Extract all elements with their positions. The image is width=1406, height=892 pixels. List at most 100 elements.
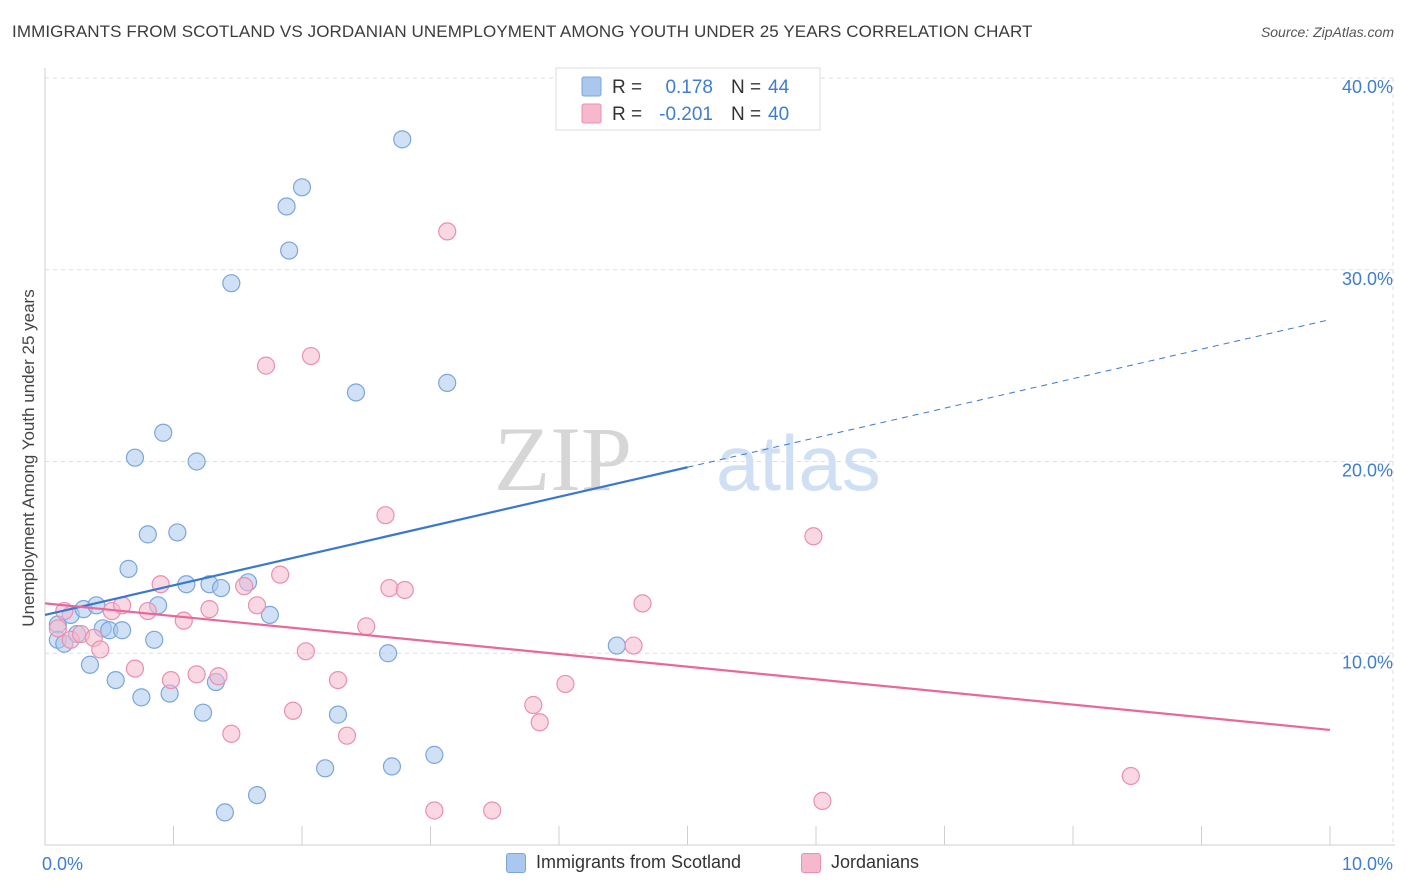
trend-line-scotland — [44, 466, 688, 616]
point-scotland-23 — [193, 703, 213, 722]
point-scotland-43 — [607, 636, 626, 655]
point-scotland-34 — [292, 178, 312, 197]
point-jordanians-16 — [222, 724, 241, 743]
point-jordanians-34 — [530, 713, 549, 732]
point-scotland-36 — [328, 705, 348, 724]
point-jordanians-18 — [247, 596, 267, 615]
point-scotland-20 — [168, 523, 187, 542]
watermark-zip: ZIP — [494, 408, 632, 510]
point-jordanians-23 — [301, 346, 321, 366]
point-jordanians-19 — [256, 356, 276, 375]
point-scotland-32 — [277, 197, 296, 216]
point-scotland-41 — [425, 745, 444, 764]
stats-legend: R = 0.178 N = 44 R = -0.201 N = 40 — [555, 67, 821, 131]
point-jordanians-8 — [125, 659, 145, 678]
point-scotland-28 — [222, 274, 241, 293]
point-scotland-38 — [378, 644, 398, 663]
point-jordanians-9 — [138, 601, 157, 621]
tick-labels: 10.0% 20.0% 30.0% 40.0% 0.0% 10.0% — [42, 77, 1393, 874]
legend-n-label-pink: N = — [731, 104, 761, 125]
point-jordanians-14 — [200, 600, 219, 619]
point-jordanians-40 — [1121, 766, 1140, 786]
point-scotland-16 — [145, 630, 164, 649]
bottom-legend: Immigrants from Scotland Jordanians — [0, 852, 1406, 878]
legend-r-value-blue: 0.178 — [665, 77, 713, 98]
point-scotland-26 — [211, 578, 231, 598]
point-scotland-31 — [260, 605, 279, 625]
point-jordanians-13 — [187, 665, 206, 684]
point-scotland-30 — [247, 786, 267, 805]
source-label: Source: ZipAtlas.com — [1260, 24, 1394, 40]
point-jordanians-25 — [337, 726, 357, 745]
trend-line-jordanians — [44, 602, 1331, 732]
point-scotland-22 — [187, 452, 206, 471]
point-jordanians-21 — [283, 701, 303, 720]
point-scotland-12 — [119, 559, 138, 578]
y-tick-label-3: 40.0% — [1342, 77, 1393, 97]
point-scotland-14 — [132, 688, 151, 707]
legend-label-scotland: Immigrants from Scotland — [536, 852, 742, 872]
point-jordanians-37 — [633, 594, 652, 613]
point-scotland-37 — [346, 383, 366, 402]
point-scotland-33 — [280, 241, 299, 260]
legend-label-jordanians: Jordanians — [831, 852, 920, 872]
point-jordanians-22 — [296, 642, 315, 661]
point-jordanians-11 — [161, 670, 181, 690]
point-scotland-11 — [112, 621, 132, 640]
point-jordanians-20 — [271, 565, 290, 584]
y-tick-label-0: 10.0% — [1342, 652, 1393, 672]
y-tick-label-1: 20.0% — [1342, 461, 1393, 481]
point-scotland-39 — [382, 757, 402, 776]
point-jordanians-5 — [91, 640, 110, 659]
point-scotland-10 — [106, 670, 125, 690]
point-jordanians-31 — [438, 222, 457, 241]
legend-r-label-pink: R = — [612, 104, 642, 125]
axes — [44, 68, 1395, 846]
x-tick-label-0: 0.0% — [42, 854, 83, 874]
point-scotland-40 — [393, 130, 412, 149]
legend-swatch-blue — [581, 76, 602, 97]
point-jordanians-32 — [483, 801, 502, 820]
point-scotland-6 — [80, 655, 100, 674]
watermark-atlas: atlas — [716, 419, 881, 507]
point-jordanians-26 — [357, 617, 376, 636]
point-jordanians-0 — [48, 619, 67, 638]
legend-r-value-pink: -0.201 — [659, 104, 713, 125]
y-tick-label-2: 30.0% — [1342, 269, 1393, 289]
point-scotland-18 — [154, 423, 173, 442]
legend-r-label-blue: R = — [612, 77, 642, 98]
legend-swatch-pink — [581, 103, 602, 124]
legend-swatch-jordanians — [801, 852, 821, 873]
point-scotland-42 — [438, 373, 457, 392]
watermark: ZIP atlas — [494, 408, 881, 510]
point-scotland-15 — [138, 525, 157, 544]
trend-line-scotland-extension — [687, 319, 1331, 468]
legend-item-jordanians: Jordanians — [801, 852, 919, 873]
point-jordanians-30 — [425, 801, 444, 820]
point-jordanians-33 — [524, 695, 543, 715]
legend-n-value-blue: 44 — [768, 77, 790, 98]
point-jordanians-35 — [556, 674, 575, 694]
point-scotland-13 — [125, 448, 145, 467]
point-scotland-27 — [215, 803, 234, 822]
point-jordanians-39 — [813, 791, 832, 810]
point-jordanians-28 — [380, 578, 399, 598]
point-jordanians-36 — [624, 636, 643, 655]
chart-title: IMMIGRANTS FROM SCOTLAND VS JORDANIAN UN… — [12, 22, 1033, 41]
data-points — [48, 130, 1140, 822]
legend-n-label-blue: N = — [731, 77, 761, 98]
legend-n-value-pink: 40 — [768, 104, 789, 125]
legend-swatch-scotland — [506, 852, 526, 873]
point-jordanians-17 — [235, 577, 254, 596]
point-jordanians-38 — [804, 527, 823, 546]
point-jordanians-27 — [376, 506, 395, 525]
point-jordanians-15 — [209, 667, 228, 686]
point-jordanians-24 — [328, 670, 348, 690]
legend-item-scotland: Immigrants from Scotland — [506, 852, 741, 873]
point-scotland-35 — [316, 759, 335, 778]
x-tick-label-1: 10.0% — [1342, 854, 1393, 874]
point-jordanians-12 — [174, 611, 193, 630]
trend-lines — [44, 319, 1331, 732]
point-jordanians-29 — [395, 580, 414, 600]
